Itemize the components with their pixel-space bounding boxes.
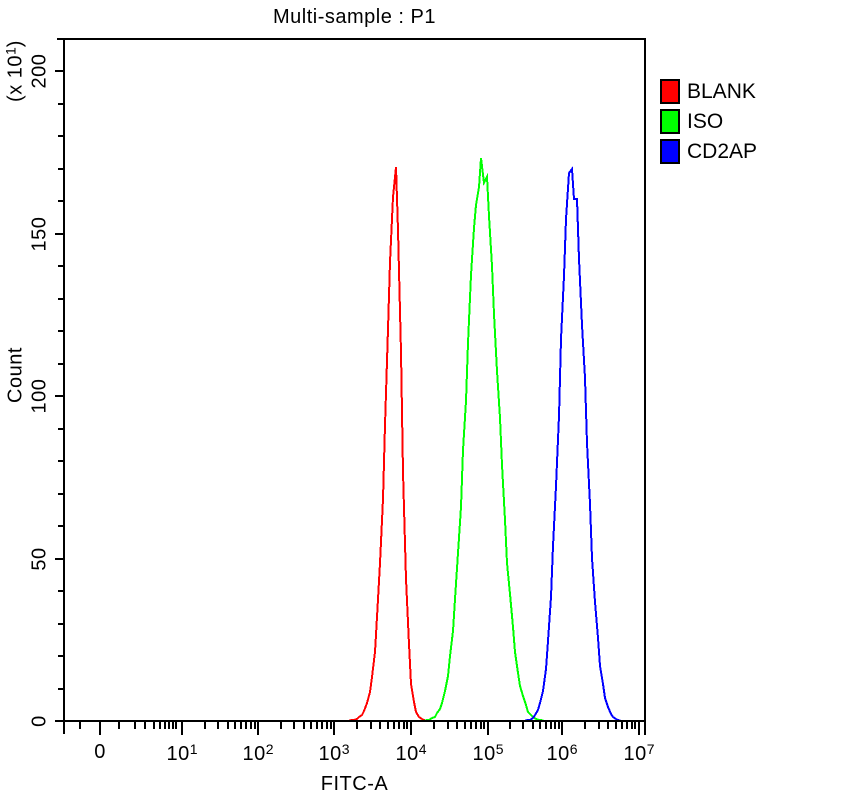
legend-row-cd2ap: CD2AP — [660, 139, 757, 164]
legend-row-blank: BLANK — [660, 79, 757, 104]
x-tick-label-105: 105 — [472, 741, 504, 765]
legend-swatch-iso — [660, 109, 680, 134]
histogram-curves — [348, 157, 622, 722]
chart-title: Multi-sample : P1 — [273, 6, 436, 28]
x-tick-label-106: 106 — [546, 741, 578, 765]
x-tick-label-101: 101 — [166, 741, 198, 765]
x-tick-label-104: 104 — [395, 741, 427, 765]
y-unit-exponent: 1 — [2, 47, 19, 55]
legend-row-iso: ISO — [660, 109, 757, 134]
series-curve-blank — [348, 166, 428, 722]
y-tick-label-200: 200 — [28, 53, 51, 89]
y-unit-prefix: (x 10 — [4, 55, 27, 102]
legend-label-iso: ISO — [687, 110, 724, 133]
y-axis-label: Count — [4, 347, 27, 403]
y-tick-label-150: 150 — [28, 216, 51, 252]
y-unit-suffix: ) — [4, 40, 27, 48]
y-tick-label-50: 50 — [28, 547, 51, 571]
series-curve-cd2ap — [524, 166, 622, 722]
legend: BLANK ISO CD2AP — [660, 79, 757, 169]
y-axis-unit-label: (x 101) — [3, 40, 28, 102]
series-curve-iso — [423, 157, 545, 722]
legend-label-cd2ap: CD2AP — [687, 140, 758, 163]
legend-label-blank: BLANK — [687, 80, 756, 103]
x-axis-label: FITC-A — [320, 773, 389, 795]
legend-swatch-blank — [660, 79, 680, 104]
x-tick-label-102: 102 — [242, 741, 274, 765]
x-tick-label-107: 107 — [623, 741, 655, 765]
x-tick-label-103: 103 — [318, 741, 350, 765]
legend-swatch-cd2ap — [660, 139, 680, 164]
y-tick-label-0: 0 — [28, 715, 51, 727]
x-tick-label-0: 0 — [94, 741, 106, 763]
y-tick-label-100: 100 — [28, 378, 51, 414]
plot-frame-and-ticks — [55, 38, 646, 735]
